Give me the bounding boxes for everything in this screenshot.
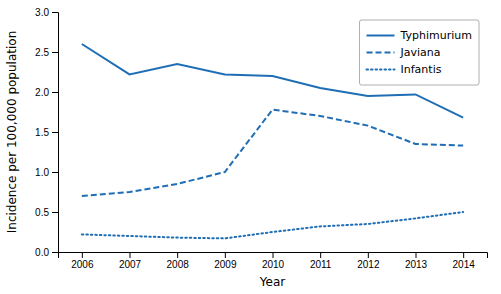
x-tick: 2013	[405, 252, 428, 270]
x-tick-label: 2010	[262, 259, 285, 270]
legend-swatch	[367, 35, 395, 37]
x-tick-mark	[130, 252, 131, 258]
series-line	[82, 110, 463, 196]
y-tick-label: 1.0	[35, 167, 49, 178]
legend-label: Javiana	[400, 46, 441, 59]
x-tick: 2014	[453, 252, 476, 270]
y-tick: 0.0	[35, 247, 58, 258]
y-tick-mark	[52, 52, 58, 53]
lines	[82, 44, 463, 238]
series-line	[82, 212, 463, 238]
x-tick-mark	[177, 252, 178, 258]
plot: 2006200720082009201020112012201320140.00…	[5, 7, 488, 289]
y-tick-label: 0.5	[35, 207, 49, 218]
x-tick: 2008	[167, 252, 190, 270]
x-tick-mark	[463, 252, 464, 258]
y-axis-line	[52, 13, 59, 253]
y-tick: 1.5	[35, 127, 58, 138]
x-tick-label: 2012	[357, 259, 380, 270]
x-tick: 2009	[214, 252, 237, 270]
x-tick-label: 2013	[405, 259, 428, 270]
legend-swatch	[367, 52, 395, 54]
legend-box	[360, 20, 479, 85]
y-tick-mark	[52, 92, 58, 93]
chart: 2006200720082009201020112012201320140.00…	[0, 0, 501, 294]
x-axis-title: Year	[259, 275, 285, 289]
y-tick-mark	[52, 132, 58, 133]
y-tick-label: 2.0	[35, 87, 49, 98]
x-axis-line	[59, 253, 488, 259]
y-tick-mark	[52, 12, 58, 13]
x-tick: 2010	[262, 252, 285, 270]
y-tick: 1.0	[35, 167, 58, 178]
x-tick-mark	[320, 252, 321, 258]
y-tick-label: 2.5	[35, 47, 49, 58]
x-tick: 2011	[310, 252, 332, 270]
y-tick: 2.5	[35, 47, 58, 58]
legend-swatch	[367, 69, 395, 71]
x-tick-label: 2008	[167, 259, 190, 270]
legend: Typhimurium Javiana Infantis	[360, 20, 479, 85]
x-tick-label: 2014	[453, 259, 476, 270]
x-tick-mark	[416, 252, 417, 258]
x-tick: 2006	[71, 252, 94, 270]
legend-label: Typhimurium	[400, 29, 472, 42]
y-tick-mark	[52, 172, 58, 173]
y-tick-mark	[52, 212, 58, 213]
x-tick-label: 2006	[71, 259, 94, 270]
y-tick: 0.5	[35, 207, 58, 218]
y-tick-label: 1.5	[35, 127, 49, 138]
y-axis-title: Incidence per 100,000 population	[5, 31, 19, 234]
y-tick: 3.0	[35, 7, 58, 18]
x-tick-label: 2009	[214, 259, 237, 270]
y-tick-label: 0.0	[35, 247, 49, 258]
x-axis: 2006 2007 2008 2009 2010 2011 2012 2013 2014	[59, 252, 488, 270]
legend-label: Infantis	[401, 63, 442, 76]
x-tick-mark	[225, 252, 226, 258]
x-tick: 2012	[357, 252, 380, 270]
x-tick: 2007	[119, 252, 142, 270]
x-tick-label: 2011	[310, 259, 332, 270]
y-tick-mark	[52, 252, 58, 253]
x-tick-mark	[368, 252, 369, 258]
y-tick-label: 3.0	[35, 7, 49, 18]
x-tick-label: 2007	[119, 259, 142, 270]
y-tick: 2.0	[35, 87, 58, 98]
x-tick-mark	[82, 252, 83, 258]
x-tick-mark	[273, 252, 274, 258]
y-axis: 0.0 0.5 1.0 1.5 2.0 2.5 3.0	[35, 7, 58, 258]
